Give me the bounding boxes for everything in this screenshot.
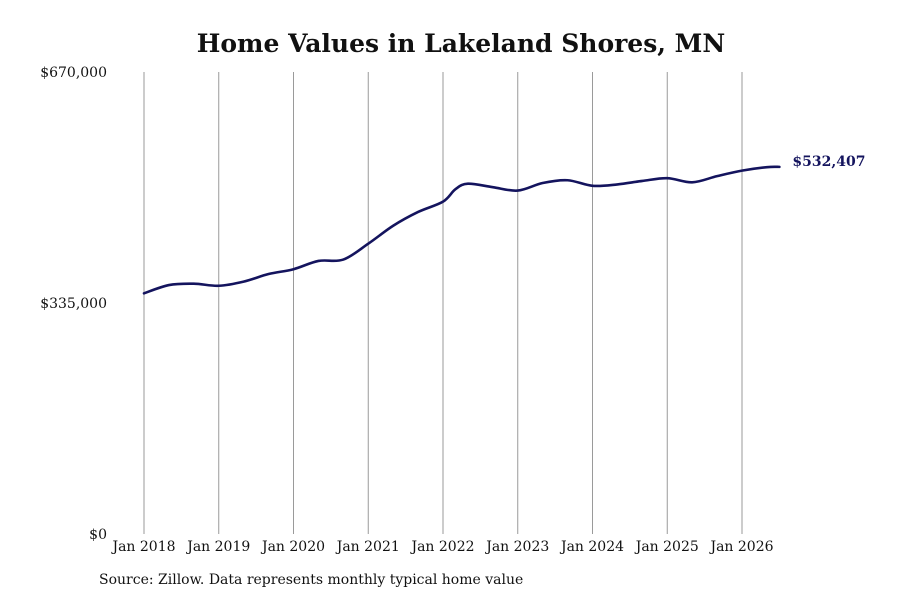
x-tick-label: Jan 2019 — [185, 539, 250, 555]
x-tick-label: Jan 2021 — [335, 539, 400, 555]
end-value-label: $532,407 — [792, 154, 865, 170]
y-tick-label: $335,000 — [40, 296, 107, 312]
x-tick-label: Jan 2022 — [409, 539, 474, 555]
x-tick-label: Jan 2024 — [559, 539, 624, 555]
x-tick-label: Jan 2023 — [484, 539, 549, 555]
chart-title: Home Values in Lakeland Shores, MN — [197, 29, 725, 58]
x-tick-label: Jan 2020 — [260, 539, 325, 555]
series-group — [142, 165, 781, 295]
series-line — [142, 165, 781, 295]
y-axis-ticks: $0 $335,000 $670,000 — [40, 65, 107, 543]
x-tick-label: Jan 2026 — [708, 539, 773, 555]
x-tick-label: Jan 2018 — [110, 539, 175, 555]
x-axis-ticks: Jan 2018 Jan 2019 Jan 2020 Jan 2021 Jan 2022… — [110, 539, 773, 555]
x-tick-label: Jan 2025 — [634, 539, 699, 555]
gridlines — [143, 72, 743, 534]
y-tick-label: $670,000 — [40, 65, 107, 81]
y-tick-label: $0 — [89, 527, 107, 543]
source-note: Source: Zillow. Data represents monthly … — [99, 572, 524, 588]
